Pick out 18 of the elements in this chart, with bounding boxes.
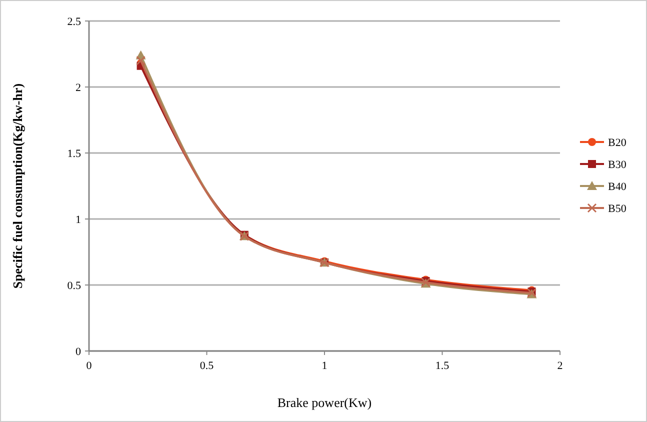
y-tick-label: 0 [76, 346, 82, 358]
y-axis-title: Specific fuel consumption(Kg/kw-hr) [10, 83, 25, 289]
x-axis-title: Brake power(Kw) [277, 395, 372, 410]
x-tick-label: 2 [557, 360, 563, 372]
y-tick-label: 1 [76, 214, 81, 226]
legend-label: B20 [608, 136, 627, 149]
y-tick-label: 0.5 [67, 280, 82, 292]
x-tick-label: 1.5 [435, 360, 450, 372]
y-tick-label: 2 [76, 82, 81, 94]
y-tick-label: 1.5 [67, 148, 82, 160]
point [136, 56, 146, 66]
x-tick-label: 0.5 [200, 360, 214, 372]
legend-label: B40 [608, 180, 627, 193]
x-tick-label: 0 [86, 360, 92, 372]
y-tick-label: 2.5 [67, 16, 82, 28]
legend-label: B30 [608, 158, 627, 171]
x-tick-label: 1 [322, 360, 328, 372]
legend-label: B50 [608, 202, 627, 215]
